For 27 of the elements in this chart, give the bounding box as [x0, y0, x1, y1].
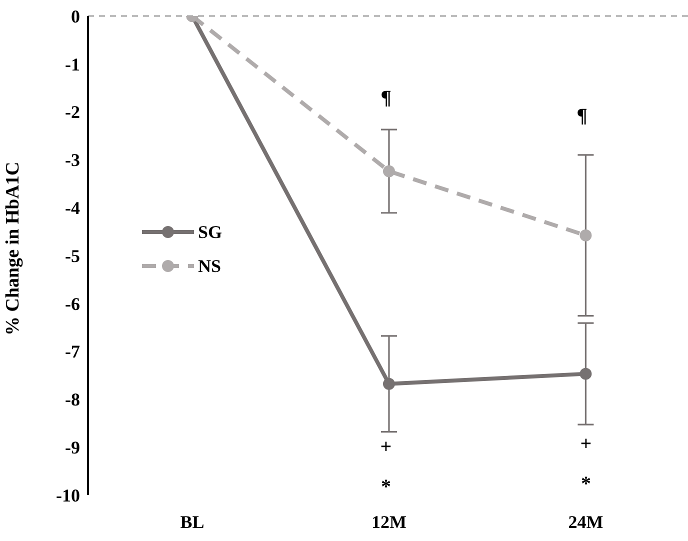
- annotation: *: [380, 475, 392, 500]
- y-tick-label: -9: [65, 437, 80, 458]
- point: [580, 229, 592, 242]
- annotation: +: [379, 435, 393, 460]
- legend-label: SG: [198, 222, 222, 242]
- y-tick-label: -6: [65, 294, 80, 314]
- y-tick-label: -3: [65, 150, 80, 170]
- y-axis-title: % Change in HbA1C: [2, 162, 24, 336]
- y-tick-label: -8: [65, 390, 80, 410]
- y-tick-label: -4: [65, 198, 80, 218]
- point: [382, 165, 395, 178]
- annotation: *: [580, 472, 592, 497]
- legend-label: NS: [198, 256, 222, 276]
- x-tick-label: 24M: [568, 512, 604, 532]
- y-tick-label: -2: [65, 102, 80, 122]
- y-tick-label: -7: [65, 342, 80, 362]
- point: [382, 378, 395, 390]
- x-tick-label: BL: [180, 512, 204, 532]
- y-tick-label: -5: [65, 246, 80, 266]
- annotation: ¶: [576, 104, 588, 129]
- y-tick-label: -10: [56, 485, 80, 506]
- point: [580, 368, 592, 380]
- annotation: +: [579, 432, 593, 457]
- x-tick-label: 12M: [371, 512, 406, 532]
- annotation: ¶: [380, 86, 392, 111]
- y-tick-label: 0: [71, 6, 80, 26]
- y-tick-label: -1: [65, 54, 80, 74]
